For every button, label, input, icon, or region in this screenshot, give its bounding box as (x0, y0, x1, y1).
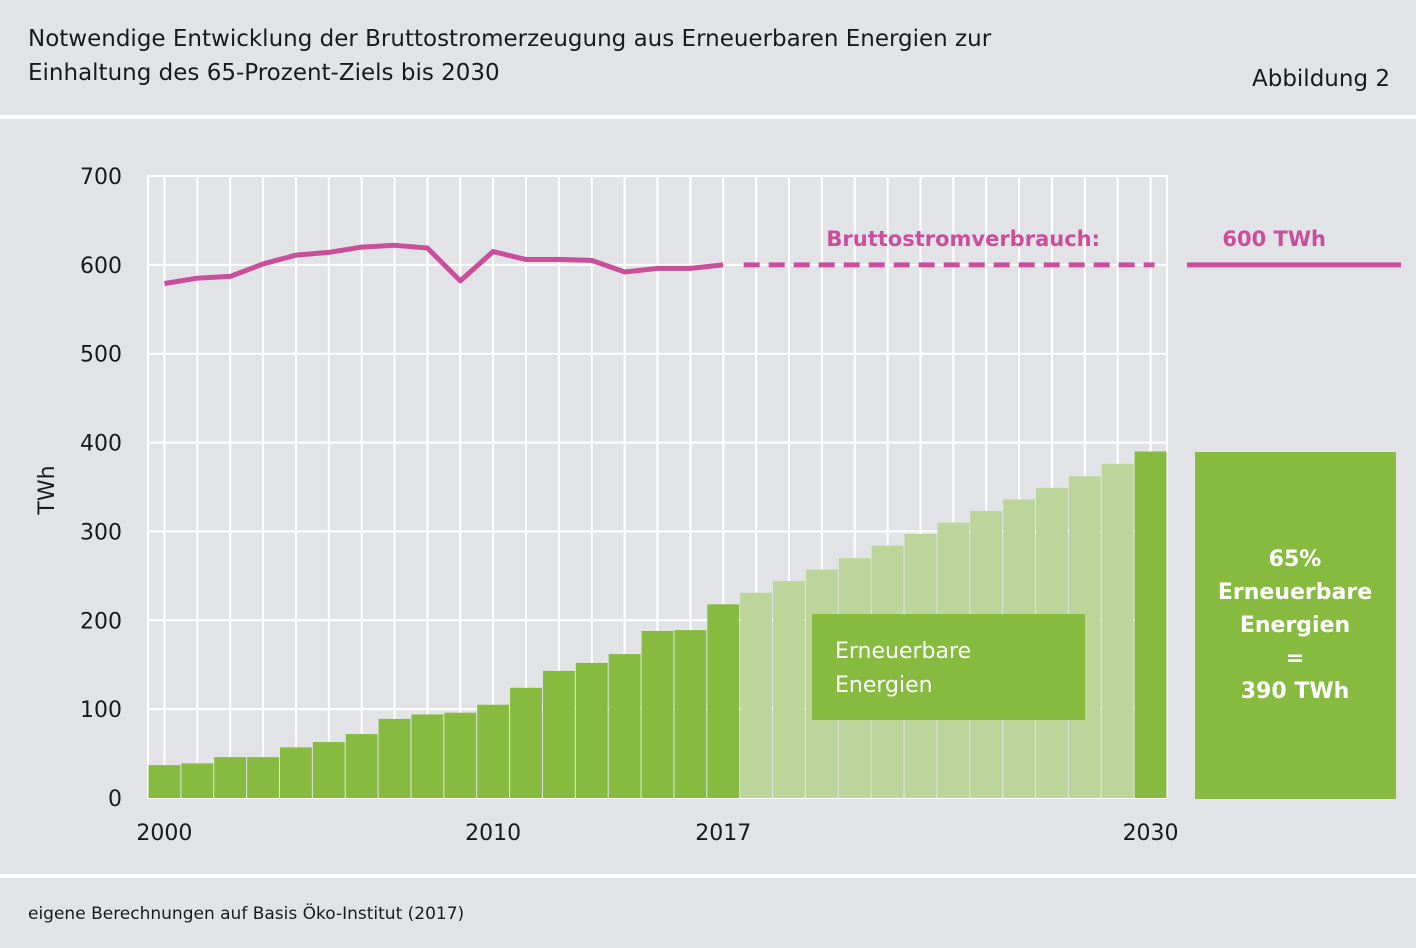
y-tick-label: 400 (80, 432, 122, 457)
x-axis-ticks: 2000 2010 2017 2030 (136, 821, 1178, 846)
renewables-bar (181, 763, 214, 798)
x-tick-label: 2017 (695, 821, 751, 846)
renewables-bar (477, 704, 510, 798)
renewables-bar (279, 747, 312, 798)
x-tick-label: 2030 (1123, 821, 1179, 846)
renewables-bar (510, 687, 542, 798)
y-tick-label: 0 (108, 787, 122, 812)
renewables-bar (378, 718, 411, 798)
renewables-bar (444, 712, 477, 798)
renewables-bar (608, 654, 641, 798)
chart-header: Notwendige Entwicklung der Bruttostromer… (0, 0, 1416, 115)
chart-title-line-1: Notwendige Entwicklung der Bruttostromer… (28, 26, 992, 52)
chart-title: Notwendige Entwicklung der Bruttostromer… (28, 22, 1128, 90)
chart-title-line-2: Einhaltung des 65-Prozent-Ziels bis 2030 (28, 60, 500, 86)
y-tick-label: 700 (80, 165, 122, 190)
y-tick-label: 300 (80, 520, 122, 545)
target-bar (1134, 451, 1167, 798)
figure-label: Abbildung 2 (1251, 66, 1390, 92)
projected-bar (773, 581, 805, 798)
renewables-bar (411, 714, 444, 798)
target-line-5: 390 TWh (1241, 679, 1350, 704)
footer-divider (0, 874, 1416, 878)
y-tick-label: 100 (80, 698, 122, 723)
renewables-bar (247, 757, 279, 798)
source-note: eigene Berechnungen auf Basis Öko-Instit… (28, 904, 465, 924)
projected-bar (1101, 463, 1134, 798)
renewables-bar (312, 742, 345, 798)
y-tick-label: 600 (80, 254, 122, 279)
renewables-bar (641, 630, 674, 798)
target-line-4: = (1286, 646, 1304, 671)
consumption-line (164, 242, 724, 286)
renewables-bar (575, 662, 608, 798)
y-tick-label: 200 (80, 609, 122, 634)
consumption-label: Bruttostromverbrauch: (826, 227, 1100, 251)
x-tick-label: 2000 (136, 821, 192, 846)
y-axis-ticks: 0 100 200 300 400 500 600 700 (80, 165, 122, 812)
consumption-lines (164, 242, 1401, 286)
header-divider (0, 115, 1416, 119)
renewables-bar (542, 670, 575, 798)
target-line-3: Energien (1240, 613, 1350, 638)
x-tick-label: 2010 (465, 821, 521, 846)
consumption-value: 600 TWh (1222, 227, 1326, 251)
renewables-label-box (812, 614, 1085, 720)
target-box (1195, 452, 1396, 799)
y-tick-label: 500 (80, 343, 122, 368)
renewables-bar (214, 757, 247, 798)
target-line-1: 65% (1269, 547, 1322, 572)
y-axis-label: TWh (35, 465, 60, 515)
target-line-2: Erneuerbare (1218, 580, 1372, 605)
renewables-label-line-1: Erneuerbare (835, 639, 971, 664)
renewables-bar (345, 734, 378, 798)
renewables-bar (674, 630, 707, 798)
projected-bar (740, 592, 773, 798)
renewables-label-line-2: Energien (835, 673, 933, 698)
renewables-bar (707, 604, 740, 798)
renewables-bar (148, 765, 181, 798)
